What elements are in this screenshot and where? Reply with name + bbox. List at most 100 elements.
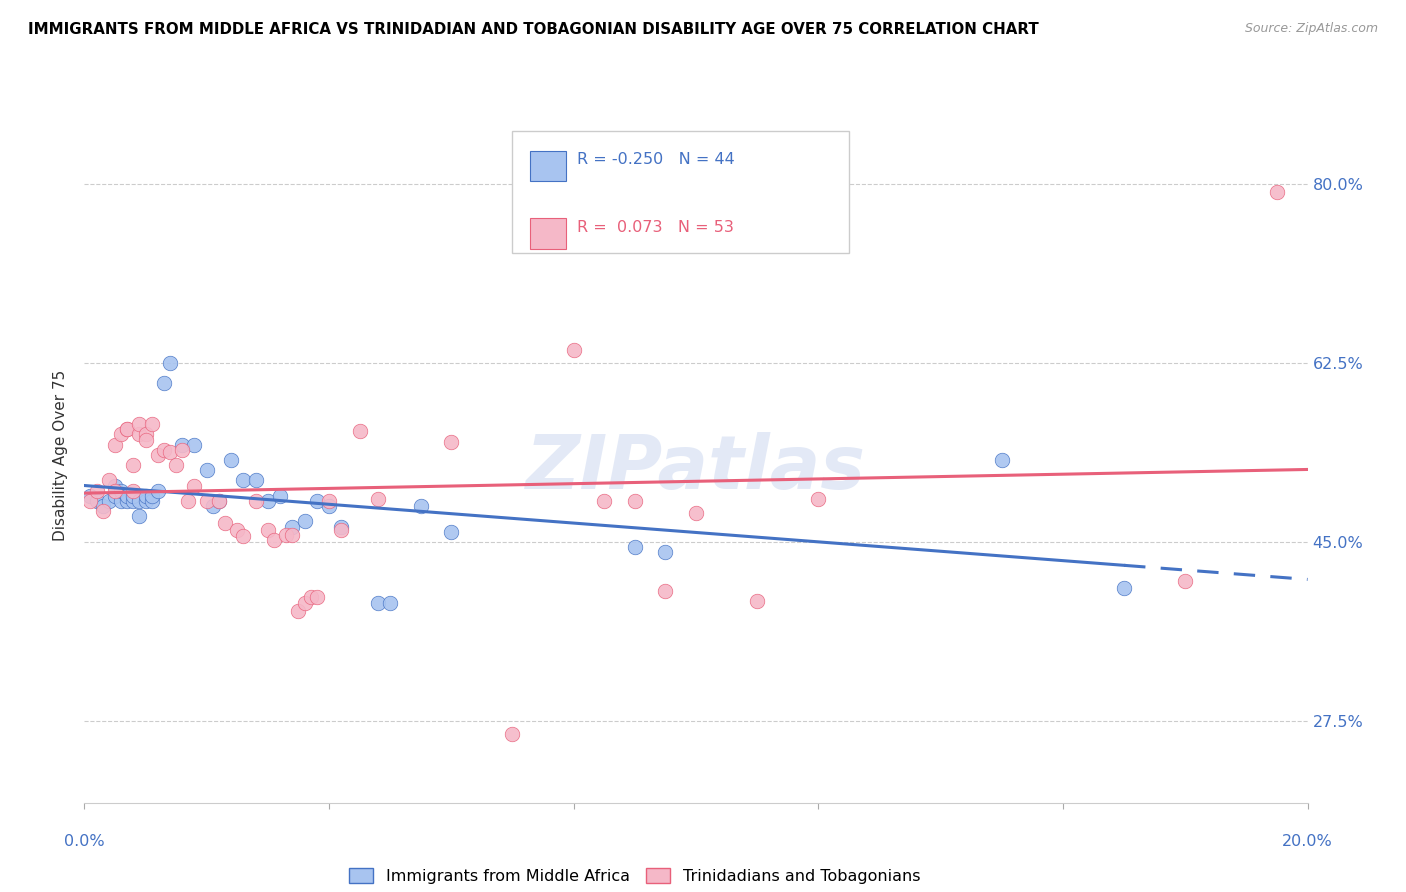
Point [153, 376, 176, 391]
Point [281, 527, 304, 541]
Point [1265, 185, 1288, 199]
Point [153, 442, 176, 457]
Point [195, 463, 218, 477]
Point [159, 445, 181, 459]
Point [172, 438, 194, 452]
Point [287, 605, 309, 619]
Point [208, 494, 231, 508]
Point [146, 448, 169, 462]
Point [195, 494, 218, 508]
Point [409, 499, 432, 513]
Point [115, 422, 138, 436]
Point [146, 483, 169, 498]
Point [294, 596, 316, 610]
Point [685, 506, 707, 520]
Point [226, 523, 249, 537]
Point [201, 499, 224, 513]
Point [654, 545, 676, 559]
Point [245, 474, 267, 488]
Point [97, 474, 120, 488]
Point [104, 438, 127, 452]
Point [86, 494, 108, 508]
Point [991, 453, 1014, 467]
Point [624, 494, 647, 508]
Point [183, 478, 205, 492]
Point [257, 494, 280, 508]
Point [440, 524, 463, 539]
Point [299, 590, 322, 604]
Point [104, 489, 127, 503]
Y-axis label: Disability Age Over 75: Disability Age Over 75 [53, 369, 69, 541]
Point [183, 438, 205, 452]
Point [141, 494, 163, 508]
Point [367, 491, 389, 506]
Point [122, 483, 145, 498]
Point [232, 474, 254, 488]
Text: R = -0.250   N = 44: R = -0.250 N = 44 [578, 153, 735, 168]
Point [330, 519, 353, 533]
Point [122, 494, 145, 508]
Point [208, 494, 231, 508]
Point [593, 494, 616, 508]
Point [104, 478, 127, 492]
Point [141, 417, 163, 432]
Point [214, 516, 236, 531]
FancyBboxPatch shape [513, 131, 849, 253]
Point [531, 197, 554, 211]
Point [104, 483, 127, 498]
Text: IMMIGRANTS FROM MIDDLE AFRICA VS TRINIDADIAN AND TOBAGONIAN DISABILITY AGE OVER : IMMIGRANTS FROM MIDDLE AFRICA VS TRINIDA… [28, 22, 1039, 37]
Point [135, 427, 157, 442]
Point [305, 494, 328, 508]
Point [232, 529, 254, 543]
Point [91, 499, 114, 513]
Point [281, 519, 304, 533]
Point [110, 483, 132, 498]
Point [115, 422, 138, 436]
Point [562, 343, 585, 357]
Point [624, 540, 647, 554]
Point [122, 458, 145, 472]
Point [110, 427, 132, 442]
Point [1174, 574, 1197, 588]
Point [294, 515, 316, 529]
Point [135, 433, 157, 447]
Point [91, 504, 114, 518]
Point [654, 584, 676, 599]
Point [172, 442, 194, 457]
Point [141, 489, 163, 503]
Point [115, 489, 138, 503]
Point [135, 489, 157, 503]
Point [269, 489, 291, 503]
Point [367, 596, 389, 610]
Legend: Immigrants from Middle Africa, Trinidadians and Tobagonians: Immigrants from Middle Africa, Trinidadi… [344, 863, 925, 888]
Point [263, 533, 285, 547]
Point [257, 523, 280, 537]
Point [502, 727, 524, 741]
Point [276, 527, 298, 541]
Point [97, 494, 120, 508]
Point [219, 453, 242, 467]
Point [318, 494, 340, 508]
Text: R =  0.073   N = 53: R = 0.073 N = 53 [578, 220, 734, 235]
Point [380, 596, 402, 610]
FancyBboxPatch shape [530, 151, 567, 181]
Text: 20.0%: 20.0% [1282, 834, 1333, 849]
Point [245, 494, 267, 508]
Point [177, 494, 200, 508]
Point [86, 483, 108, 498]
Point [165, 458, 187, 472]
Point [747, 594, 769, 608]
Point [330, 523, 353, 537]
Point [115, 494, 138, 508]
Point [128, 494, 150, 508]
Point [110, 494, 132, 508]
Point [807, 491, 830, 506]
Point [1114, 581, 1136, 595]
Text: 0.0%: 0.0% [65, 834, 104, 849]
Point [440, 434, 463, 449]
Point [128, 427, 150, 442]
Point [122, 489, 145, 503]
Point [79, 489, 101, 503]
Point [349, 425, 371, 439]
Point [135, 494, 157, 508]
